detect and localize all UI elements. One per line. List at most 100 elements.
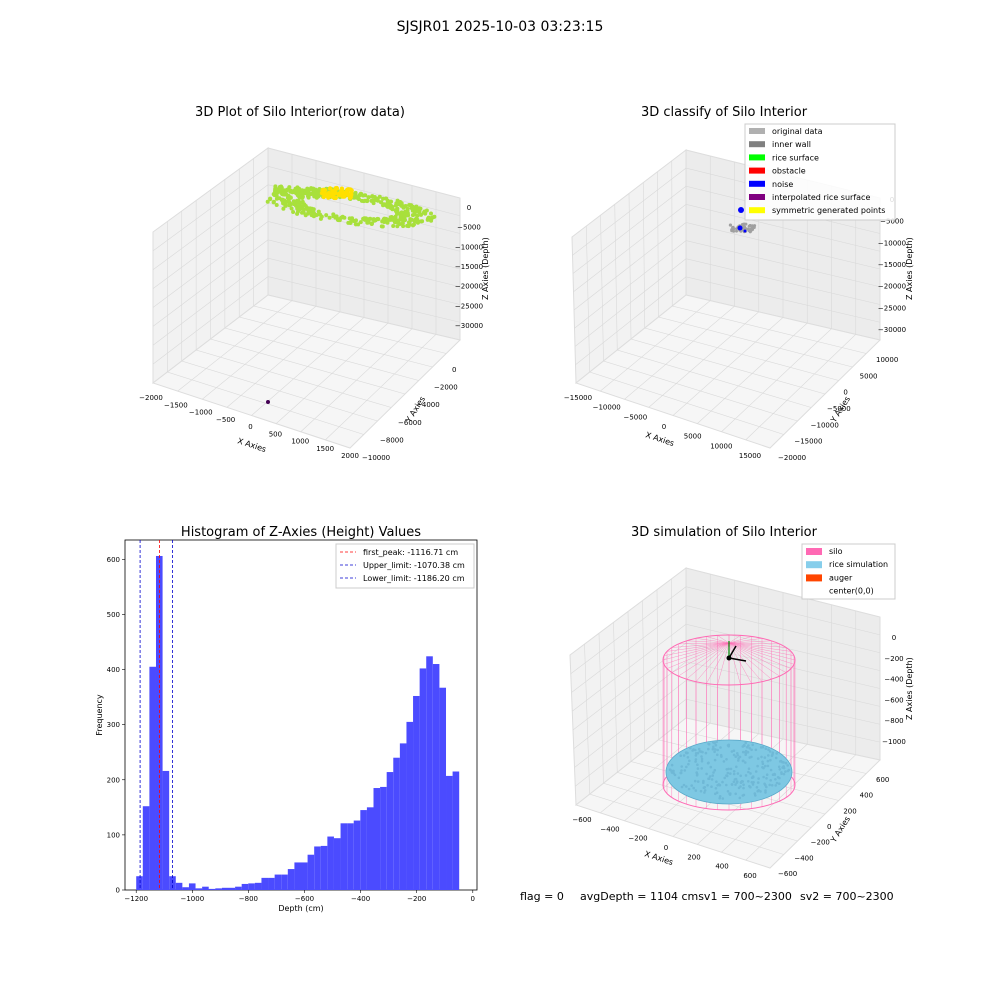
rice-point (756, 764, 759, 768)
raw-point (298, 192, 303, 197)
legend-swatch (749, 194, 765, 200)
histogram-bar (439, 687, 447, 890)
rice-point (700, 767, 703, 770)
sv2-status: sv2 = 700~2300 (800, 890, 894, 903)
legend-label: inner wall (772, 140, 811, 149)
rice-point (732, 780, 736, 784)
rice-point (712, 747, 715, 750)
sim-y-tick-2: 200 (843, 807, 856, 815)
grid-line (721, 604, 832, 853)
rice-point (754, 770, 758, 773)
sim-z-tick-1: −200 (884, 655, 903, 663)
rice-point (778, 776, 781, 780)
rice-point (694, 754, 698, 757)
raw-point (366, 195, 371, 200)
rice-point (696, 763, 699, 766)
rice-point (739, 774, 742, 778)
raw-point (399, 203, 404, 208)
histogram-bar (406, 721, 414, 890)
silo-roof-line (717, 635, 730, 644)
raw-z-tick-6: −30000 (455, 322, 483, 330)
raw-point (356, 197, 361, 202)
raw-point (295, 211, 300, 216)
rice-point (736, 752, 739, 755)
rice-point (670, 763, 674, 767)
classify-z-tick-4: −20000 (878, 283, 906, 291)
sim-y-tick-6: −600 (778, 870, 797, 878)
legend-label: Upper_limit: -1070.38 cm (363, 561, 465, 570)
grid-line (584, 644, 784, 855)
raw-z-label: Z Axies (Depth) (481, 237, 490, 300)
legend-label: rice surface (772, 153, 819, 162)
rice-point (769, 768, 773, 772)
rice-point (768, 750, 772, 753)
raw-point (432, 214, 437, 219)
raw-point (393, 208, 398, 213)
histogram-bar (307, 854, 315, 890)
raw-point (335, 217, 340, 222)
rice-point (767, 754, 770, 757)
classify-z-tick-1: −5000 (880, 218, 904, 226)
classify-z-label: Z Axies (Depth) (905, 237, 914, 300)
rice-point (770, 784, 774, 787)
classify-y-tick-3: −5000 (827, 405, 851, 413)
rice-point (709, 765, 713, 769)
x-tick-label: −200 (407, 895, 426, 903)
raw-point (286, 187, 290, 192)
raw-yellow-point (349, 192, 354, 197)
classify-z-tick-3: −15000 (878, 261, 906, 269)
histogram-bar (261, 877, 269, 890)
rice-point (775, 752, 778, 755)
rice-point (707, 761, 710, 765)
raw-yellow-point (330, 189, 335, 195)
rice-point (695, 771, 698, 774)
sim-y-tick-3: 0 (827, 823, 831, 831)
rice-point (752, 781, 755, 784)
rice-point (746, 750, 750, 754)
pane-floor (574, 294, 882, 449)
classify-point (753, 224, 757, 228)
grid-line (721, 186, 832, 432)
histogram-bar (248, 883, 255, 890)
x-tick-label: −800 (239, 895, 258, 903)
rice-point (694, 752, 698, 755)
histogram-vlines (139, 540, 173, 890)
rice-point (710, 778, 714, 781)
raw-point (362, 216, 367, 221)
grid-line (628, 193, 826, 395)
rice-point (718, 795, 722, 798)
raw-point (265, 199, 270, 204)
histogram-bar (426, 656, 433, 890)
raw-y-tick-0: 0 (452, 366, 456, 374)
raw-point (271, 200, 276, 205)
histogram-bar (386, 772, 394, 890)
raw-point (370, 221, 374, 226)
classify-y-tick-6: −20000 (778, 454, 806, 462)
raw-point (394, 201, 399, 206)
rice-point (778, 782, 781, 785)
simulation-x-label: X Axies (643, 849, 674, 867)
raw-point (288, 195, 293, 200)
raw-point (385, 201, 390, 206)
legend-box (335, 543, 475, 589)
rice-point (766, 759, 770, 763)
classify-x-tick-0: −15000 (564, 394, 592, 402)
raw-point (284, 199, 289, 204)
classify-3d-ticks: −15000−10000−500005000100001500010000500… (564, 196, 906, 462)
rice-point (672, 769, 675, 773)
classify-point (728, 223, 732, 227)
classify-point (748, 224, 752, 227)
histogram-bar (208, 888, 216, 890)
rice-point (765, 785, 768, 789)
panel-classify-3d: 3D classify of Silo Interior −15000−1000… (564, 105, 914, 462)
legend-swatch (806, 587, 822, 595)
grid-line (573, 661, 881, 749)
histogram-bar (327, 836, 334, 890)
raw-point (273, 189, 277, 194)
grid-line (152, 239, 461, 327)
rice-point (730, 783, 734, 786)
classify-y-tick-5: −15000 (794, 438, 822, 446)
grid-line (574, 240, 881, 329)
histogram-bar (353, 820, 361, 890)
sim-x-tick-4: 200 (687, 853, 700, 861)
